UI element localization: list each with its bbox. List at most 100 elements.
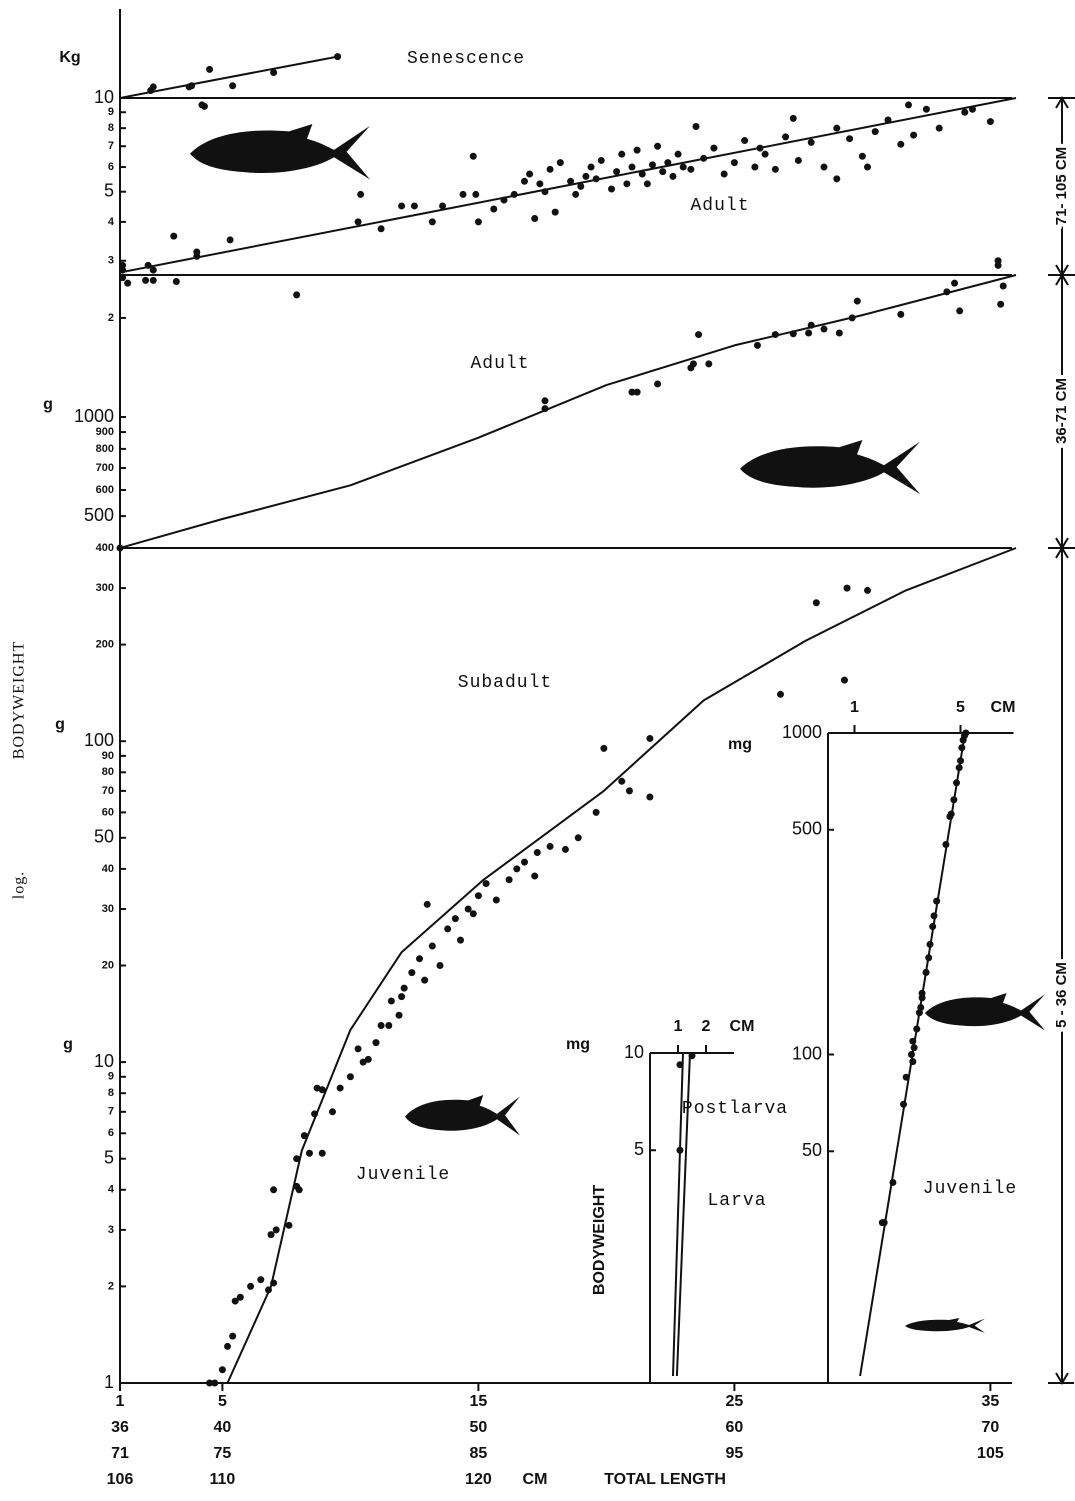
data-point xyxy=(705,360,713,368)
y-tick-label: 500 xyxy=(792,819,822,839)
data-point xyxy=(364,1055,372,1063)
data-point xyxy=(357,190,365,198)
data-point xyxy=(188,82,196,90)
data-point xyxy=(472,190,480,198)
x-axis-title: TOTAL LENGTH xyxy=(604,1471,726,1488)
data-point xyxy=(947,810,955,818)
data-point xyxy=(149,276,157,284)
fit-line xyxy=(119,55,338,99)
data-point xyxy=(689,360,697,368)
data-point xyxy=(613,168,621,176)
data-point xyxy=(943,288,951,296)
data-point xyxy=(676,1061,684,1069)
data-point xyxy=(541,405,549,413)
y-tick-label: 50 xyxy=(802,1140,822,1160)
data-point xyxy=(272,1226,280,1234)
y-tick-label: 3 xyxy=(108,1224,114,1236)
data-point xyxy=(910,1044,918,1052)
data-point xyxy=(913,1025,921,1033)
data-point xyxy=(170,232,178,240)
data-point xyxy=(771,331,779,339)
y-tick-label: 200 xyxy=(96,639,114,651)
data-point xyxy=(387,997,395,1005)
data-point xyxy=(510,190,518,198)
data-point xyxy=(669,172,677,180)
data-point xyxy=(469,910,477,918)
y-tick-label: 900 xyxy=(96,426,114,438)
data-point xyxy=(531,215,539,223)
data-point xyxy=(211,1379,219,1387)
data-point xyxy=(492,896,500,904)
y-tick-label: 3 xyxy=(108,255,114,267)
data-point xyxy=(346,1073,354,1081)
data-point xyxy=(730,159,738,167)
y-tick-label: 70 xyxy=(102,785,114,797)
fit-line xyxy=(119,97,1017,274)
data-point xyxy=(305,1149,313,1157)
x-tick-label: 40 xyxy=(214,1419,232,1436)
data-point xyxy=(474,218,482,226)
data-point xyxy=(741,137,749,145)
data-point xyxy=(805,329,813,337)
y-tick-label: 2 xyxy=(108,312,114,324)
stage-label: Juvenile xyxy=(356,1165,450,1185)
y-tick-label: 50 xyxy=(94,827,114,847)
data-point xyxy=(395,1011,403,1019)
data-point xyxy=(464,905,472,913)
data-point xyxy=(482,880,490,888)
data-point xyxy=(229,82,237,90)
data-point xyxy=(633,388,641,396)
data-point xyxy=(789,330,797,338)
stage-label: Postlarva xyxy=(682,1099,788,1119)
data-point xyxy=(592,175,600,183)
data-point xyxy=(628,163,636,171)
y-tick-label: 100 xyxy=(84,730,114,750)
data-point xyxy=(618,150,626,158)
data-point xyxy=(897,310,905,318)
data-point xyxy=(897,140,905,148)
inset-x-tick-label: 2 xyxy=(702,1018,711,1035)
data-point xyxy=(687,165,695,173)
data-point xyxy=(500,196,508,204)
data-point xyxy=(968,105,976,113)
data-point xyxy=(997,300,1005,308)
data-point xyxy=(318,1149,326,1157)
data-point xyxy=(551,208,559,216)
y-tick-label: 40 xyxy=(102,863,114,875)
data-point xyxy=(933,897,941,905)
y-tick-label: 10 xyxy=(94,87,114,107)
y-tick-label: 800 xyxy=(96,443,114,455)
y-tick-label: 80 xyxy=(102,766,114,778)
data-point xyxy=(909,1037,917,1045)
data-point xyxy=(257,1276,265,1284)
data-point xyxy=(633,146,641,154)
data-point xyxy=(676,1146,684,1154)
data-point xyxy=(833,175,841,183)
x-tick-label: 71 xyxy=(111,1445,129,1462)
y-tick-label: 2 xyxy=(108,1280,114,1292)
data-point xyxy=(926,940,934,948)
data-point xyxy=(572,190,580,198)
data-point xyxy=(372,1039,380,1047)
log-label: log. xyxy=(11,871,28,899)
y-tick-label: 100 xyxy=(792,1043,822,1063)
data-point xyxy=(600,744,608,752)
x-tick-label: 105 xyxy=(977,1445,1004,1462)
data-point xyxy=(577,182,585,190)
data-point xyxy=(986,118,994,126)
x-unit: CM xyxy=(523,1471,548,1488)
data-point xyxy=(377,1022,385,1030)
range-brackets: 71- 105 CM 36-71 CM 5 - 36 CM xyxy=(1048,96,1075,1385)
data-point xyxy=(398,202,406,210)
data-point xyxy=(247,1282,255,1290)
data-point xyxy=(664,159,672,167)
range-label: 36-71 CM xyxy=(1053,378,1070,444)
y-tick-label: 60 xyxy=(102,806,114,818)
data-point xyxy=(835,329,843,337)
y-tick-label: 8 xyxy=(108,122,114,134)
y-tick-label: 400 xyxy=(96,542,114,554)
data-point xyxy=(654,142,662,150)
data-point xyxy=(520,858,528,866)
data-point xyxy=(904,101,912,109)
